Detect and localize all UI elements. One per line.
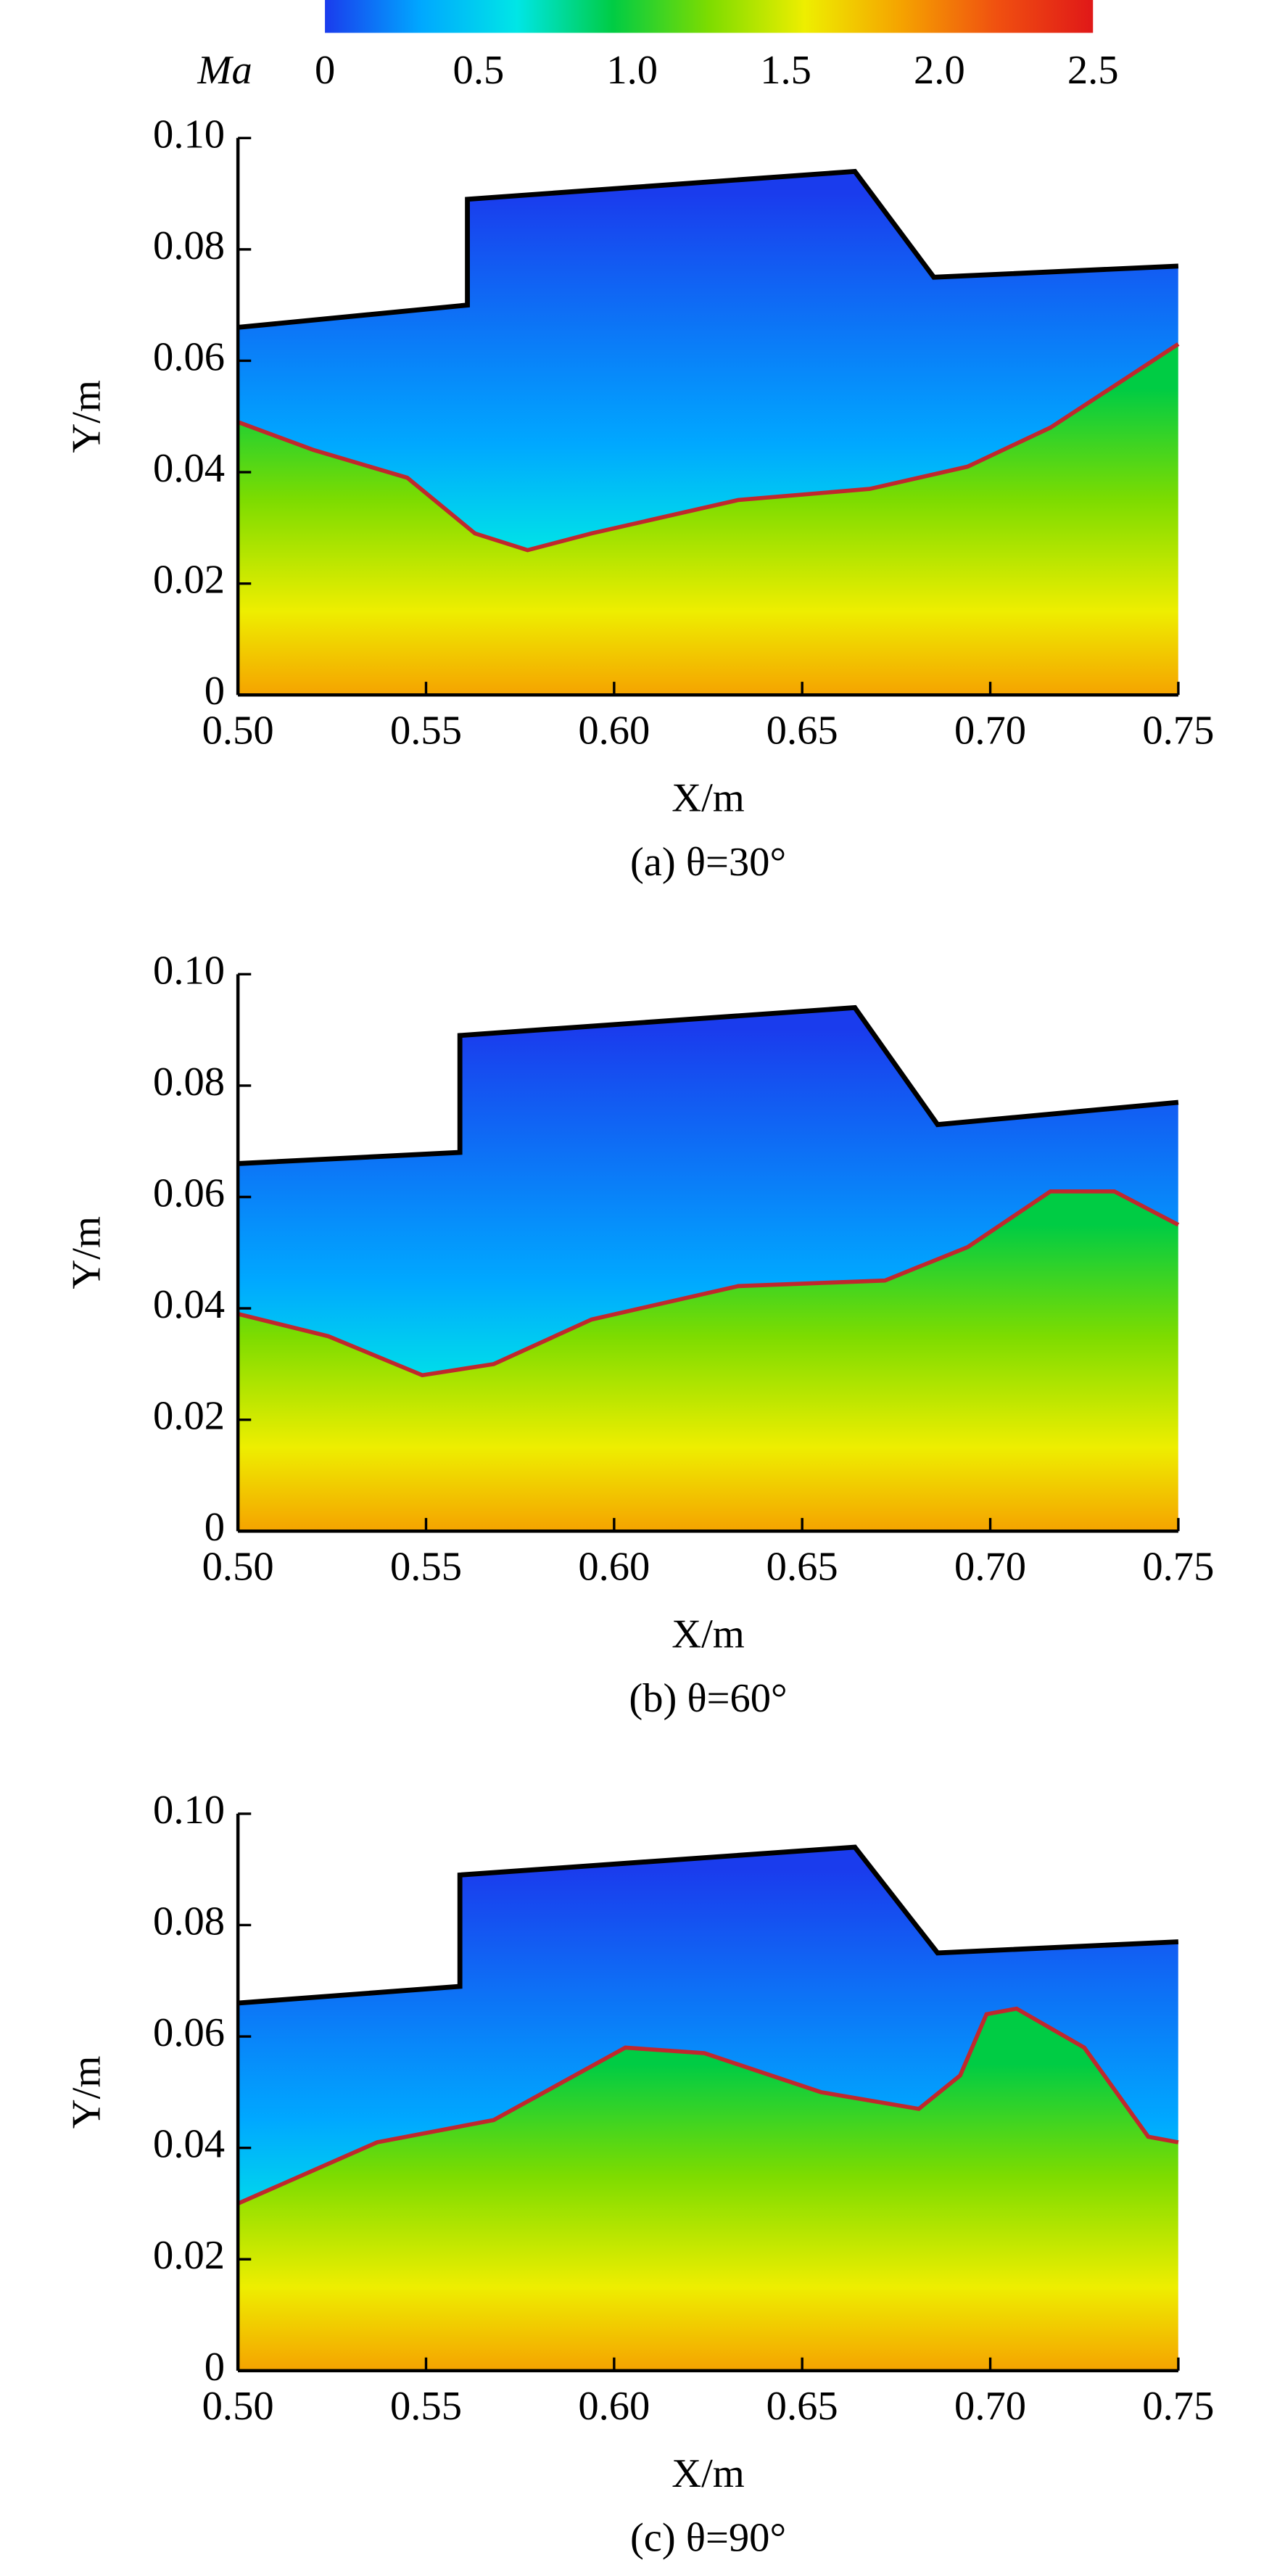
supersonic-field — [238, 1191, 1178, 1532]
y-tick-label: 0.08 — [153, 223, 225, 268]
y-tick-label: 0.06 — [153, 2010, 225, 2055]
y-tick-label: 0.08 — [153, 1899, 225, 1944]
x-tick-label: 0.65 — [767, 2384, 838, 2429]
colorbar-tick-label: 2.5 — [1067, 48, 1119, 93]
supersonic-field — [238, 344, 1178, 695]
x-tick-label: 0.65 — [767, 709, 838, 754]
colorbar-tick-label: 1.0 — [606, 48, 658, 93]
colorbar-tick-label: 0 — [315, 48, 335, 93]
x-tick-label: 0.75 — [1142, 709, 1214, 754]
x-tick-label: 0.70 — [954, 2384, 1026, 2429]
y-tick-label: 0.10 — [153, 948, 225, 993]
x-tick-label: 0.55 — [390, 1545, 462, 1590]
colorbar — [325, 0, 1094, 33]
x-tick-label: 0.60 — [578, 709, 650, 754]
caption: (c) θ=90° — [630, 2515, 786, 2560]
x-tick-label: 0.55 — [390, 2384, 462, 2429]
y-tick-label: 0.10 — [153, 112, 225, 157]
x-tick-label: 0.50 — [202, 709, 274, 754]
y-tick-label: 0.06 — [153, 1171, 225, 1215]
x-tick-label: 0.65 — [767, 1545, 838, 1590]
y-axis-label: Y/m — [64, 380, 109, 453]
y-tick-label: 0.02 — [153, 558, 225, 603]
colorbar-tick-label: 2.0 — [914, 48, 965, 93]
sonic-line — [237, 2006, 1179, 2206]
x-tick-label: 0.50 — [202, 2384, 274, 2429]
x-tick-label: 0.50 — [202, 1545, 274, 1590]
y-axis-label: Y/m — [64, 2056, 109, 2129]
sonic-line — [237, 342, 1180, 553]
colorbar-tick-label: 1.5 — [760, 48, 811, 93]
y-tick-label: 0.04 — [153, 2122, 225, 2167]
y-tick-label: 0 — [204, 1505, 225, 1550]
y-tick-label: 0.08 — [153, 1060, 225, 1105]
colorbar-label: Ma — [197, 48, 252, 93]
x-tick-label: 0.55 — [390, 709, 462, 754]
y-tick-label: 0.04 — [153, 446, 225, 491]
y-tick-label: 0.04 — [153, 1282, 225, 1327]
x-axis-label: X/m — [672, 775, 745, 820]
wall-line — [237, 1004, 1179, 1166]
y-tick-label: 0.06 — [153, 334, 225, 379]
x-tick-label: 0.75 — [1142, 2384, 1214, 2429]
x-tick-label: 0.60 — [578, 1545, 650, 1590]
sonic-line — [237, 1189, 1180, 1378]
x-tick-label: 0.70 — [954, 1545, 1026, 1590]
x-axis-label: X/m — [672, 2451, 745, 2496]
wall-line — [237, 168, 1179, 330]
x-tick-label: 0.75 — [1142, 1545, 1214, 1590]
y-axis-label: Y/m — [64, 1216, 109, 1289]
wall-line — [237, 1844, 1179, 2006]
caption: (a) θ=30° — [630, 840, 786, 885]
x-axis-label: X/m — [672, 1611, 745, 1656]
x-tick-label: 0.70 — [954, 709, 1026, 754]
y-tick-label: 0.02 — [153, 1394, 225, 1439]
caption: (b) θ=60° — [629, 1676, 787, 1721]
y-tick-label: 0.02 — [153, 2233, 225, 2278]
colorbar-tick-label: 0.5 — [453, 48, 505, 93]
x-tick-label: 0.60 — [578, 2384, 650, 2429]
y-tick-label: 0 — [204, 2345, 225, 2390]
y-tick-label: 0.10 — [153, 1788, 225, 1833]
y-tick-label: 0 — [204, 669, 225, 714]
supersonic-field — [238, 2008, 1178, 2371]
